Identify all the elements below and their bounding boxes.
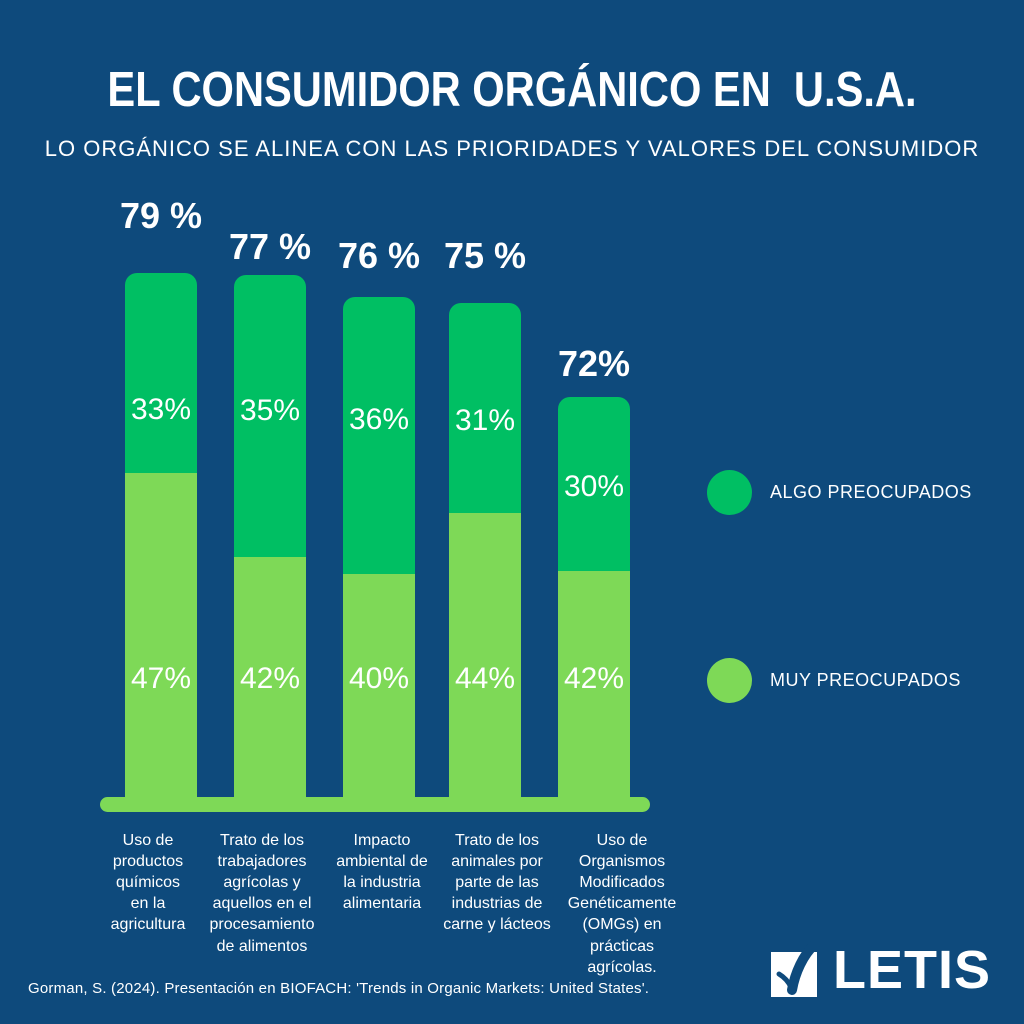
- legend-item-muy-preocupados: MUY PREOCUPADOS: [707, 658, 961, 703]
- bar-4-total-label: 75 %: [443, 235, 527, 276]
- bar-5-muy-value: 42%: [563, 662, 625, 695]
- baseline-strip: [100, 797, 650, 812]
- bar-4-muy-value: 44%: [454, 662, 516, 695]
- page-subtitle: LO ORGÁNICO SE ALINEA CON LAS PRIORIDADE…: [44, 136, 980, 161]
- bar-3-muy-value: 40%: [348, 662, 410, 695]
- page-title: EL CONSUMIDOR ORGÁNICO EN U.S.A.: [107, 63, 917, 117]
- source-citation: Gorman, S. (2024). Presentación en BIOFA…: [28, 980, 650, 997]
- bar-3-algo-value: 36%: [348, 403, 410, 436]
- letis-logo: LETIS: [770, 941, 991, 999]
- bar-5-algo-value: 30%: [563, 470, 625, 503]
- legend-label-algo: ALGO PREOCUPADOS: [770, 482, 972, 502]
- bar-1-muy-value: 47%: [130, 662, 192, 695]
- bar-2-muy-segment: [234, 557, 306, 812]
- bar-3-total-label: 76 %: [337, 235, 421, 276]
- category-label-3: Impacto ambiental de la industria alimen…: [336, 832, 428, 913]
- algo-preocupados-swatch: [707, 470, 752, 515]
- letis-check-icon: [771, 941, 820, 997]
- bar-2-algo-segment: [234, 275, 306, 557]
- bar-4-muy-segment: [449, 513, 521, 812]
- bar-4-algo-segment: [449, 303, 521, 513]
- bar-4-algo-value: 31%: [454, 404, 516, 437]
- legend-label-muy: MUY PREOCUPADOS: [770, 670, 961, 690]
- bar-3-muy-segment: [343, 574, 415, 812]
- legend-item-algo-preocupados: ALGO PREOCUPADOS: [707, 470, 972, 515]
- muy-preocupados-swatch: [707, 658, 752, 703]
- bar-2-algo-value: 35%: [239, 394, 301, 427]
- bar-1-algo-value: 33%: [130, 393, 192, 426]
- bar-2-muy-value: 42%: [239, 662, 301, 695]
- category-label-5: Uso de Organismos Modificados Genéticame…: [567, 832, 677, 976]
- bar-5-muy-segment: [558, 571, 630, 812]
- category-label-2: Trato de los trabajadores agrícolas y aq…: [209, 832, 315, 955]
- category-label-4: Trato de los animales por parte de las i…: [443, 832, 551, 934]
- category-label-1: Uso de productos químicos en la agricult…: [110, 832, 186, 934]
- bar-1-muy-segment: [125, 473, 197, 812]
- bar-2-total-label: 77 %: [228, 226, 312, 267]
- bar-3-algo-segment: [343, 297, 415, 574]
- letis-logo-text: LETIS: [833, 940, 992, 1000]
- bar-1-algo-segment: [125, 273, 197, 473]
- bar-1-total-label: 79 %: [119, 195, 203, 236]
- bar-5-algo-segment: [558, 397, 630, 571]
- bar-5-total-label: 72%: [557, 343, 631, 384]
